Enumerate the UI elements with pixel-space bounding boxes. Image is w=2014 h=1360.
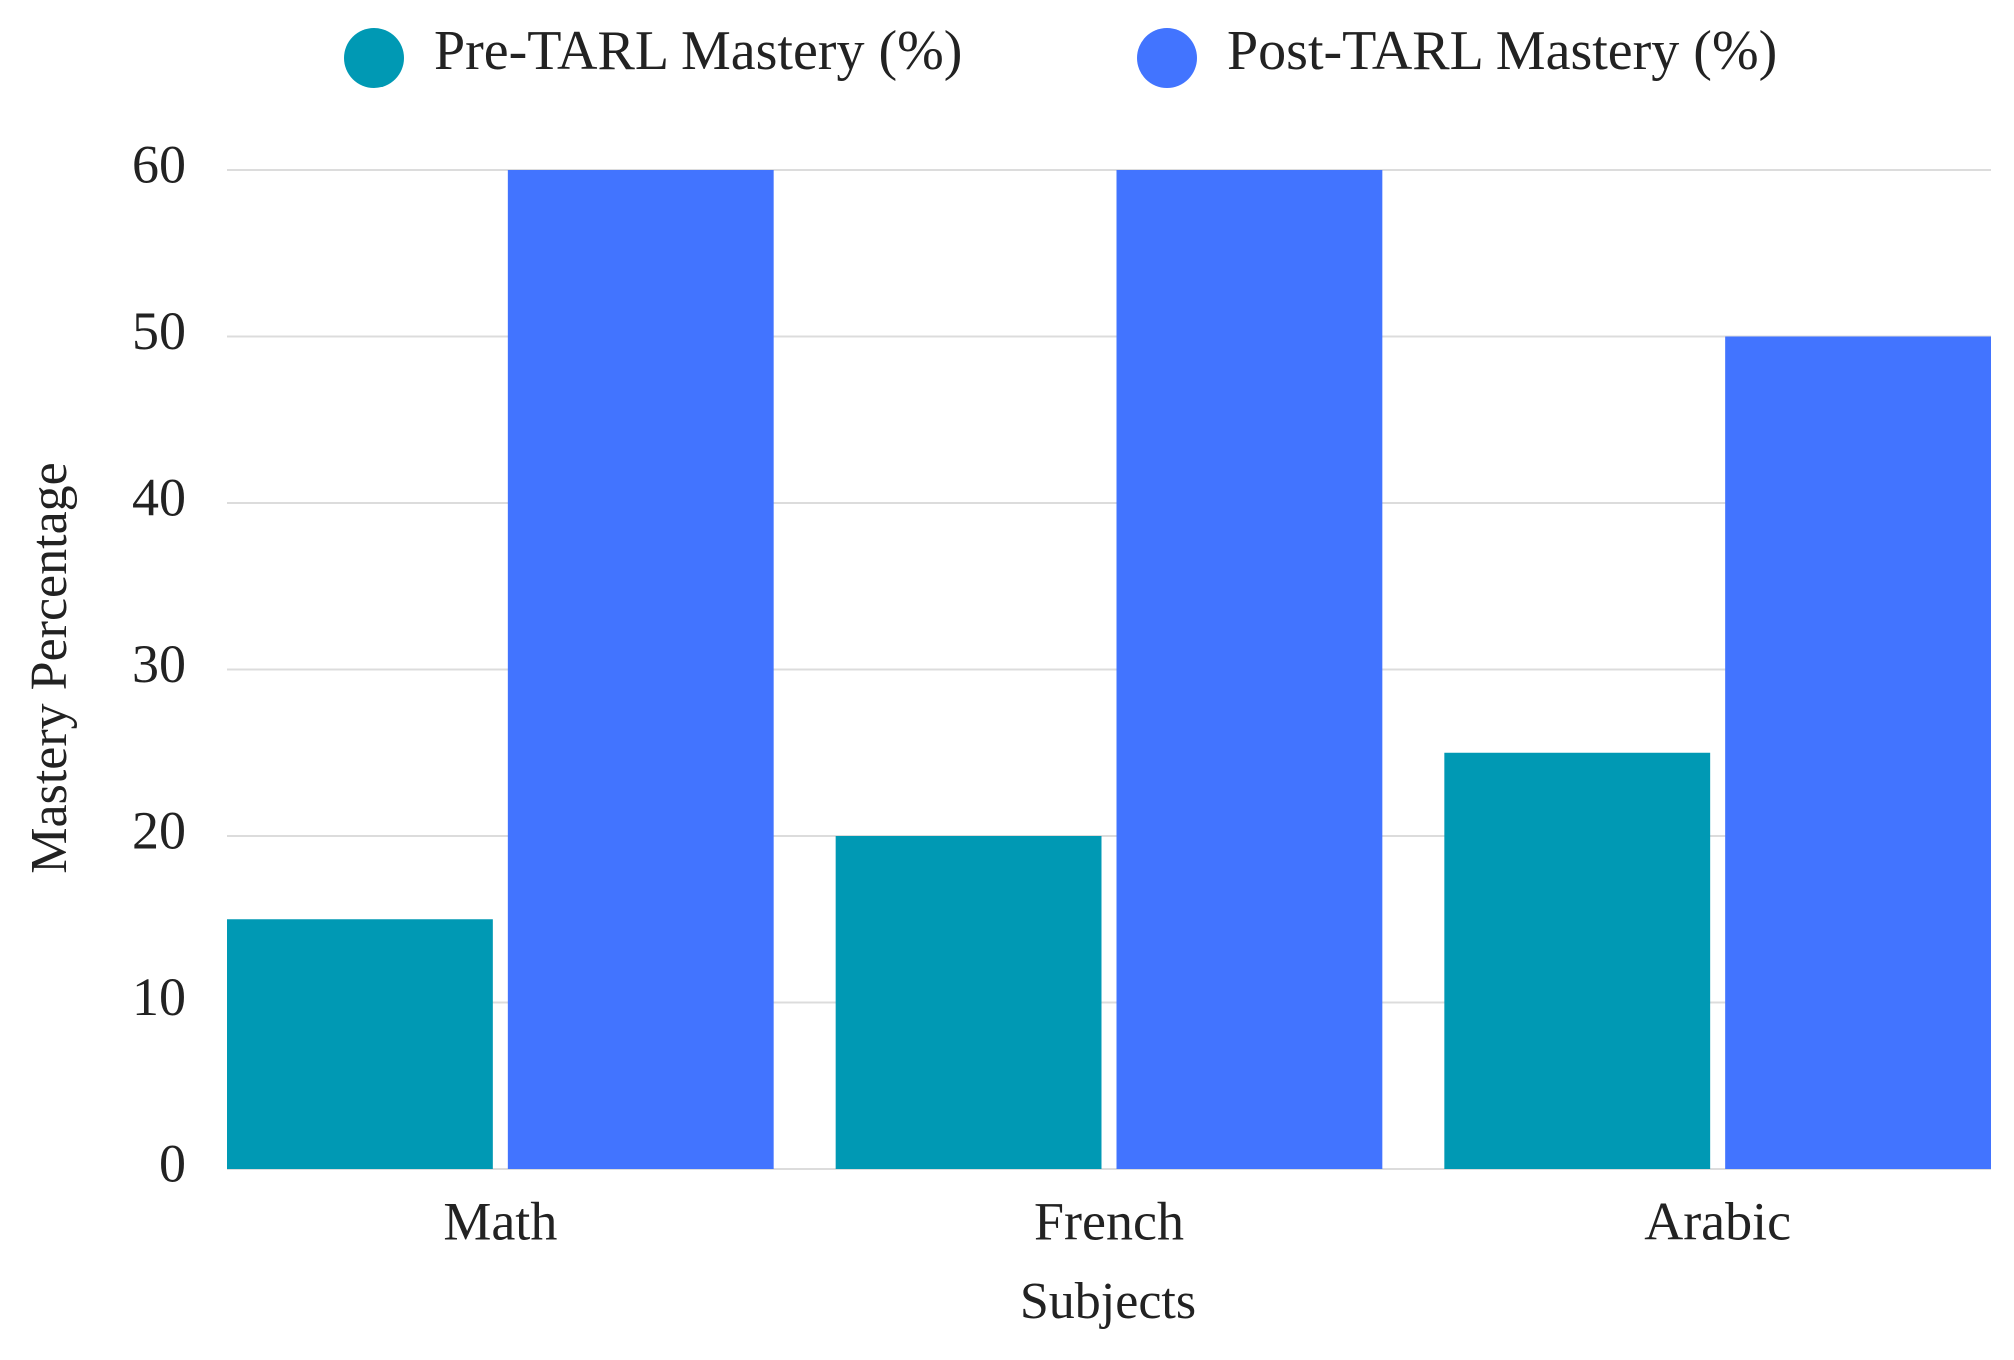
y-tick-label: 50 [132, 301, 186, 361]
bar [227, 919, 493, 1169]
x-axis-title: Subjects [1020, 1273, 1196, 1330]
legend-marker [344, 28, 404, 88]
x-tick-label: French [1034, 1191, 1184, 1251]
legend-marker [1137, 28, 1197, 88]
bar [1725, 336, 1991, 1169]
bar [1116, 170, 1383, 1169]
bar [1444, 752, 1711, 1169]
y-tick-label: 10 [132, 967, 186, 1027]
legend-label: Pre-TARL Mastery (%) [434, 20, 962, 82]
y-tick-label: 40 [132, 467, 186, 527]
y-axis-title: Mastery Percentage [21, 462, 78, 873]
bar [507, 170, 774, 1169]
y-tick-label: 0 [159, 1133, 186, 1193]
y-tick-label: 60 [132, 134, 186, 194]
x-tick-label: Arabic [1644, 1191, 1791, 1251]
bar [835, 836, 1102, 1169]
legend-label: Post-TARL Mastery (%) [1227, 20, 1777, 82]
y-tick-label: 20 [132, 800, 186, 860]
y-tick-label: 30 [132, 634, 186, 694]
x-tick-label: Math [443, 1191, 557, 1251]
